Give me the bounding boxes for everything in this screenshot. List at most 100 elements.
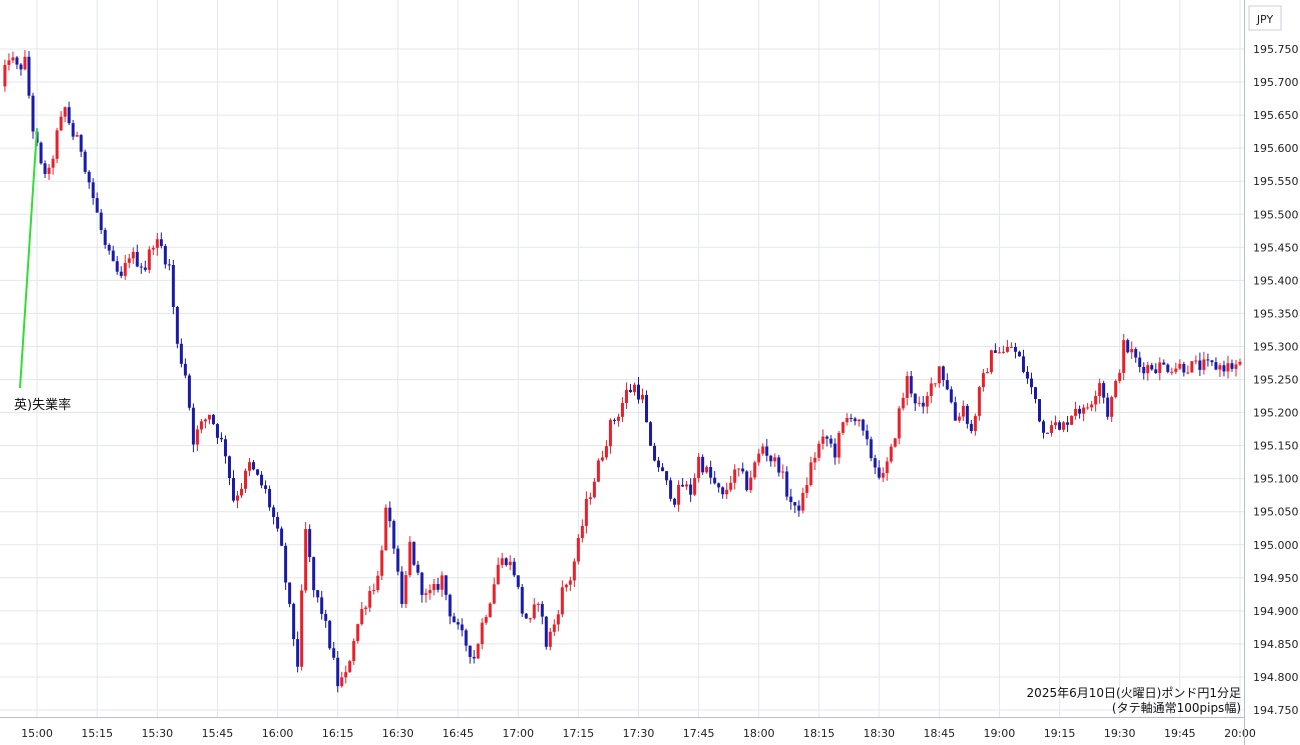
candle-body-down bbox=[1154, 369, 1158, 373]
candle-body-down bbox=[99, 212, 103, 230]
candle-body-down bbox=[252, 462, 256, 470]
y-tick-label: 194.900 bbox=[1253, 605, 1299, 618]
candle-body-down bbox=[689, 484, 693, 495]
candle-body-down bbox=[468, 645, 472, 657]
candle-body-down bbox=[179, 343, 183, 364]
candle-body-down bbox=[829, 438, 833, 444]
candle-body-up bbox=[737, 468, 741, 470]
candle-body-down bbox=[661, 467, 665, 472]
y-tick-label: 194.750 bbox=[1253, 704, 1299, 717]
candle-body-up bbox=[781, 471, 785, 473]
candle-body-down bbox=[87, 171, 91, 183]
candle-body-up bbox=[685, 484, 689, 487]
candle-body-down bbox=[1038, 399, 1041, 422]
candle-body-down bbox=[1222, 365, 1226, 372]
candle-body-down bbox=[721, 487, 725, 495]
candle-body-up bbox=[1118, 372, 1122, 381]
x-tick-label: 16:30 bbox=[382, 727, 414, 740]
candle-body-down bbox=[865, 430, 869, 440]
candle-body-down bbox=[669, 480, 673, 499]
candle-body-down bbox=[1230, 363, 1234, 369]
candle-body-down bbox=[139, 266, 143, 268]
candle-body-down bbox=[1106, 397, 1110, 417]
y-tick-label: 195.150 bbox=[1253, 440, 1299, 453]
candle-body-up bbox=[236, 495, 239, 501]
candle-body-up bbox=[809, 462, 813, 485]
candle-body-up bbox=[677, 484, 681, 505]
grid-layer bbox=[0, 0, 1244, 717]
candle-body-down bbox=[949, 389, 953, 403]
candle-body-up bbox=[1174, 368, 1178, 372]
candle-body-down bbox=[223, 439, 227, 457]
candle-body-up bbox=[532, 604, 536, 619]
candle-body-down bbox=[520, 587, 524, 614]
candle-body-up bbox=[59, 116, 63, 131]
candle-body-down bbox=[219, 437, 223, 440]
candle-body-up bbox=[356, 624, 360, 642]
candle-body-up bbox=[973, 415, 977, 431]
candle-body-up bbox=[937, 366, 941, 384]
candle-body-up bbox=[572, 561, 576, 581]
candle-body-up bbox=[632, 384, 636, 393]
candle-body-down bbox=[412, 541, 416, 565]
candle-body-down bbox=[95, 198, 99, 213]
candle-body-up bbox=[372, 590, 376, 592]
candle-body-down bbox=[849, 417, 853, 419]
candle-body-down bbox=[171, 264, 175, 307]
y-tick-label: 195.500 bbox=[1253, 208, 1299, 221]
candle-body-down bbox=[1078, 408, 1082, 414]
candle-body-up bbox=[248, 462, 252, 471]
candle-body-up bbox=[300, 590, 304, 667]
candle-body-down bbox=[107, 244, 111, 251]
x-tick-label: 19:15 bbox=[1044, 727, 1076, 740]
candle-body-down bbox=[328, 620, 332, 649]
candle-body-down bbox=[163, 245, 167, 265]
candle-body-down bbox=[135, 251, 139, 267]
candle-body-down bbox=[67, 107, 71, 124]
candle-body-down bbox=[392, 521, 396, 549]
candle-body-down bbox=[965, 405, 969, 424]
candle-body-down bbox=[1066, 422, 1070, 425]
candle-body-down bbox=[31, 95, 35, 132]
candle-body-down bbox=[264, 485, 268, 489]
x-tick-label: 15:00 bbox=[21, 727, 53, 740]
y-tick-label: 195.000 bbox=[1253, 539, 1299, 552]
candle-body-down bbox=[713, 477, 717, 484]
candle-body-up bbox=[1114, 380, 1118, 398]
candle-body-down bbox=[1142, 366, 1146, 374]
candle-body-down bbox=[745, 471, 749, 491]
candle-body-down bbox=[316, 590, 320, 598]
candle-body-up bbox=[1094, 396, 1098, 405]
candle-body-up bbox=[51, 158, 55, 168]
candle-body-up bbox=[753, 462, 757, 478]
candle-body-down bbox=[877, 467, 881, 478]
candle-body-up bbox=[11, 57, 15, 61]
candle-body-down bbox=[1033, 387, 1037, 400]
candle-body-down bbox=[444, 575, 448, 595]
x-tick-label: 17:30 bbox=[623, 727, 655, 740]
y-tick-label: 195.250 bbox=[1253, 374, 1299, 387]
candle-body-down bbox=[27, 56, 31, 96]
candle-body-down bbox=[769, 455, 773, 462]
candle-body-down bbox=[1058, 422, 1062, 430]
candle-body-up bbox=[1170, 371, 1174, 373]
candle-body-up bbox=[340, 677, 344, 687]
candle-body-up bbox=[901, 397, 905, 409]
candle-body-up bbox=[368, 591, 372, 608]
candle-body-down bbox=[1021, 356, 1025, 372]
x-tick-label: 19:45 bbox=[1164, 727, 1196, 740]
candle-body-down bbox=[833, 443, 837, 458]
candle-body-down bbox=[777, 457, 781, 473]
candle-body-down bbox=[1182, 363, 1186, 373]
candle-body-down bbox=[785, 471, 789, 497]
candle-body-up bbox=[596, 460, 600, 482]
candle-body-up bbox=[1009, 346, 1013, 348]
candle-body-up bbox=[75, 135, 79, 137]
candle-body-down bbox=[288, 582, 292, 604]
y-tick-label: 195.400 bbox=[1253, 274, 1299, 287]
candle-body-down bbox=[909, 376, 913, 394]
candle-body-up bbox=[63, 107, 67, 117]
candle-body-down bbox=[612, 419, 616, 421]
x-tick-label: 17:15 bbox=[562, 727, 594, 740]
candle-body-up bbox=[244, 470, 248, 489]
